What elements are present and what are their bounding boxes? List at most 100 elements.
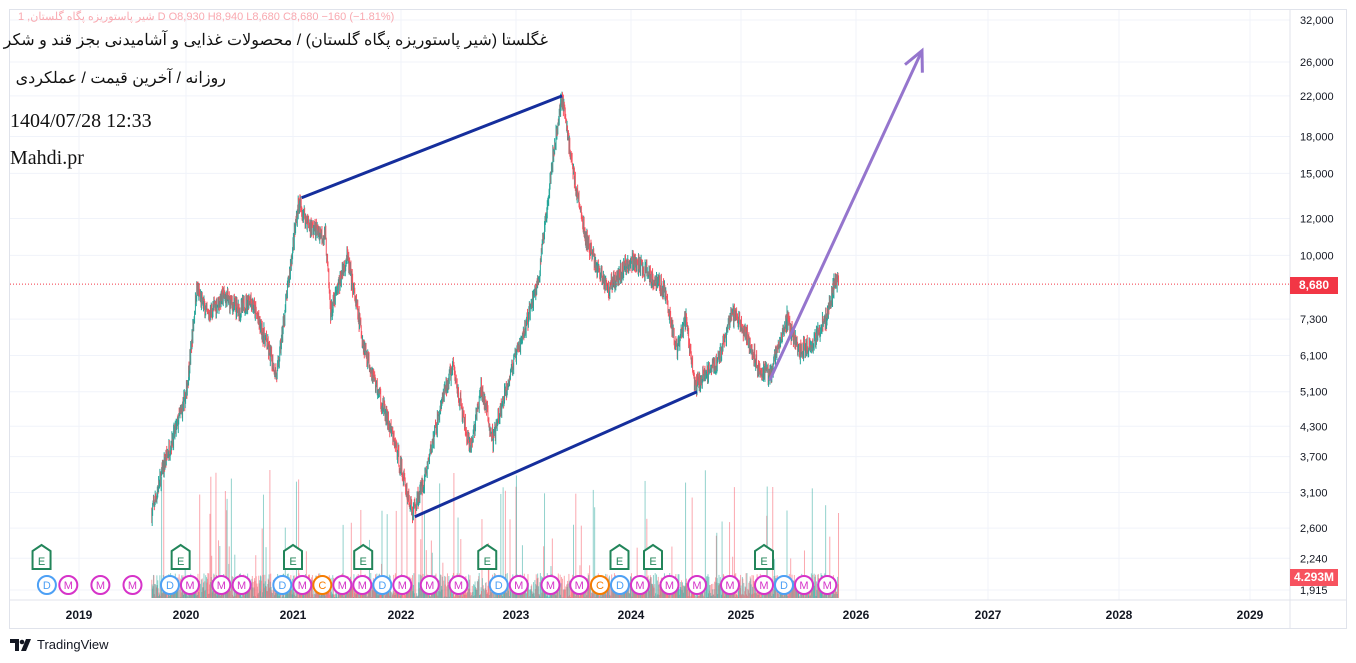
earnings-marker-label: E [360,556,367,568]
event-marker-label: M [338,580,347,592]
event-marker-label: M [759,580,768,592]
event-marker-label: D [278,580,286,592]
event-marker-label: M [298,580,307,592]
y-tick-label: 6,100 [1300,350,1328,362]
event-marker-label: M [692,580,701,592]
arrow-head-icon [904,47,924,73]
y-tick-label: 3,700 [1300,452,1328,464]
meeting-icon [720,575,740,595]
meeting-icon [540,575,561,595]
event-marker-label: M [635,580,644,592]
meeting-icon [392,575,413,595]
meeting-icon [569,575,590,595]
x-tick-label: 2025 [728,608,755,622]
datetime-text: 1404/07/28 12:33 [10,110,152,132]
event-marker-label: M [725,580,734,592]
earnings-marker-label: E [616,556,623,568]
x-tick-label: 2020 [173,608,200,622]
earnings-icon [643,543,663,570]
meeting-icon [754,575,774,595]
y-tick-label: 1,915 [1300,585,1328,597]
y-tick-label: 2,600 [1300,523,1328,535]
earnings-marker-label: E [649,556,656,568]
ohlc-legend: 1 ,شیر پاستوریزه پگاه گلستان D O8,930 H8… [18,11,395,23]
x-tick-label: 2021 [280,608,307,622]
chart-subtitle: روزانه / آخرین قیمت / عملکردی [15,70,226,87]
meeting-icon [687,575,707,595]
last-price-tag: 8,680 [1290,277,1338,294]
symbol-title: غگلستا (شیر پاستوریزه پگاه گلستان) / محص… [3,32,548,49]
meeting-icon [211,575,232,595]
x-tick-label: 2026 [843,608,870,622]
earnings-marker-label: E [760,556,767,568]
capital-icon [589,575,610,595]
forecast-arrow [768,50,924,381]
earnings-icon [31,543,52,570]
event-marker-label: D [495,580,503,592]
event-marker-label: M [398,580,407,592]
event-marker-label: M [185,580,194,592]
event-marker-label: D [780,580,788,592]
meeting-icon [179,575,200,595]
earnings-icon [754,543,774,570]
y-tick-label: 15,000 [1300,168,1334,180]
earnings-icon [477,543,498,570]
event-marker-label: D [166,580,174,592]
y-tick-label: 5,100 [1300,387,1328,399]
event-marker-label: M [64,580,73,592]
x-tick-label: 2024 [618,608,645,622]
y-tick-label: 32,000 [1300,15,1334,27]
earnings-marker-label: E [484,556,491,568]
earnings-icon [353,543,374,570]
event-marker-label: M [546,580,555,592]
event-marker-label: M [128,580,137,592]
event-marker-label: M [514,580,523,592]
earnings-icon [609,543,630,570]
event-marker-label: M [237,580,246,592]
event-marker-label: C [596,580,604,592]
event-marker-label: M [799,580,808,592]
meeting-icon [231,575,252,595]
meeting-icon [58,575,79,595]
meeting-icon [332,575,353,595]
y-tick-label: 7,300 [1300,314,1328,326]
dividend-icon [774,575,794,595]
dividend-icon [272,575,293,595]
event-marker-label: M [96,580,105,592]
event-marker-label: M [358,580,367,592]
tradingview-logo-icon [10,638,31,651]
event-marker-label: M [665,580,674,592]
event-marker-label: D [43,580,51,592]
earnings-marker-label: E [177,556,184,568]
tradingview-logo[interactable]: TradingView [10,637,109,652]
meeting-icon [659,575,680,595]
meeting-icon [794,575,814,595]
volume-tag: 4.293M [1290,569,1338,586]
y-tick-label: 12,000 [1300,214,1334,226]
event-marker-label: C [318,580,326,592]
dividend-icon [488,575,509,595]
x-tick-label: 2023 [503,608,530,622]
y-tick-label: 26,000 [1300,57,1334,69]
meeting-icon [629,575,650,595]
dividend-icon [159,575,180,595]
meeting-icon [508,575,529,595]
earnings-icon [283,543,303,570]
author-text: Mahdi.pr [10,147,84,169]
earnings-marker-label: E [38,556,45,568]
dividend-icon [36,575,57,595]
dividend-icon [609,575,630,595]
earnings-icon [170,543,191,570]
event-marker-label: M [454,580,463,592]
meeting-icon [292,575,313,595]
y-tick-label: 18,000 [1300,131,1334,143]
y-tick-label: 2,240 [1300,553,1328,565]
meeting-icon [352,575,373,595]
meeting-icon [448,575,469,595]
event-marker-label: M [823,580,832,592]
event-marker-label: M [575,580,584,592]
dividend-icon [372,575,393,595]
event-marker-label: D [378,580,386,592]
x-tick-label: 2028 [1106,608,1133,622]
